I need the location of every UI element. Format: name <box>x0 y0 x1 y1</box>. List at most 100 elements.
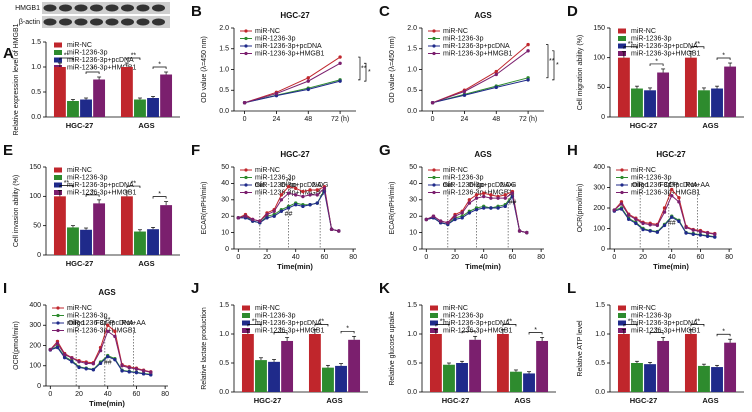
data-point <box>698 233 703 237</box>
legend-marker <box>620 190 624 195</box>
data-point <box>62 352 67 357</box>
data-point <box>301 204 305 209</box>
legend-marker <box>244 168 248 172</box>
data-point <box>286 206 291 210</box>
data-point <box>77 365 81 370</box>
sig-bracket <box>623 46 638 49</box>
sig-bracket <box>546 44 549 79</box>
y-tick-label: 1.5 <box>595 302 605 309</box>
legend-label: miR-NC <box>631 28 656 35</box>
y-tick-label: 1.0 <box>407 66 417 73</box>
blot-band <box>152 4 165 12</box>
data-point <box>525 230 529 235</box>
data-point <box>286 184 291 189</box>
data-point <box>670 187 674 192</box>
y-tick-label: 50 <box>221 164 229 171</box>
data-point <box>113 329 117 334</box>
y-tick-label: 0.5 <box>219 87 229 94</box>
legend-marker <box>432 190 436 195</box>
sig-label: * <box>467 326 470 333</box>
legend-label: miR-1236-3p <box>443 312 484 319</box>
bar <box>53 196 66 255</box>
sig-label: * <box>346 326 349 333</box>
data-point <box>526 78 530 82</box>
y-axis-label: Cell migration ability (%) <box>577 35 584 110</box>
data-point <box>494 85 498 90</box>
bar <box>67 227 79 255</box>
y-tick-label: 2.0 <box>407 25 417 32</box>
sig-label: * <box>722 329 725 336</box>
series-line <box>432 50 529 104</box>
data-point <box>474 193 479 197</box>
chart-title: HGC-27 <box>280 11 310 20</box>
data-point <box>503 193 507 197</box>
y-tick-label: 0.0 <box>407 108 417 115</box>
y-tick-label: 0.5 <box>407 87 417 94</box>
legend-swatch <box>242 328 250 333</box>
event-label: Glc <box>255 182 266 189</box>
data-point <box>329 227 334 232</box>
x-tick-label: 80 <box>161 391 169 398</box>
panel-label: F <box>191 142 200 159</box>
blot-band <box>43 4 57 12</box>
legend-swatch <box>618 328 626 333</box>
bar <box>268 361 280 392</box>
data-point <box>467 198 472 202</box>
data-point <box>467 201 472 205</box>
data-point <box>453 217 457 222</box>
data-point <box>141 372 146 376</box>
data-point <box>482 191 486 195</box>
legend-swatch <box>242 320 250 326</box>
y-tick-label: 50 <box>409 164 417 171</box>
sig-bracket <box>314 324 329 327</box>
bar <box>496 334 509 392</box>
data-point <box>705 231 710 235</box>
x-tick-label: 40 <box>104 391 112 398</box>
x-tick-label: AGS <box>514 396 530 405</box>
data-point <box>306 76 310 80</box>
legend-swatch <box>54 190 62 195</box>
legend-swatch <box>430 328 438 333</box>
y-tick-label: 1.5 <box>31 39 41 46</box>
y-tick-label: 2.0 <box>219 25 229 32</box>
legend-label: miR-1236-3p+pcDNA <box>255 320 322 327</box>
data-point <box>236 216 241 220</box>
data-point <box>308 188 312 192</box>
bar <box>134 99 146 117</box>
data-point <box>84 361 88 366</box>
y-tick-label: 100 <box>29 363 41 370</box>
data-point <box>98 361 103 366</box>
legend-label: miR-1236-3p <box>631 174 672 181</box>
y-tick-label: 200 <box>593 205 605 212</box>
y-tick-label: 40 <box>221 180 229 187</box>
data-point <box>634 217 638 221</box>
event-label: Rot+AA <box>685 182 710 189</box>
legend-label: miR-1236-3p+pcDNA <box>631 182 698 189</box>
legend-label: miR-1236-3p+pcDNA <box>67 320 134 327</box>
data-point <box>526 49 530 53</box>
data-point <box>315 201 319 205</box>
legend-label: miR-1236-3p <box>255 312 296 319</box>
sig-label: ** <box>669 181 675 188</box>
bar <box>53 67 66 117</box>
bar <box>510 371 522 392</box>
sig-label: * <box>556 62 559 69</box>
series-line <box>432 44 529 104</box>
x-tick-label: HGC-27 <box>254 396 282 405</box>
data-point <box>338 61 342 65</box>
sig-label: ** <box>319 319 325 326</box>
sig-bracket <box>273 332 288 335</box>
data-point <box>662 223 667 228</box>
data-point <box>670 215 674 219</box>
blot-band <box>74 4 88 12</box>
sig-bracket <box>461 330 476 334</box>
y-tick-label: 0.5 <box>31 89 41 96</box>
sig-bracket <box>152 66 167 69</box>
legend-swatch <box>54 50 62 55</box>
sig-bracket <box>552 50 555 81</box>
sig-bracket <box>649 63 664 66</box>
data-point <box>308 193 312 197</box>
sig-label: * <box>655 58 658 65</box>
data-point <box>482 194 486 199</box>
